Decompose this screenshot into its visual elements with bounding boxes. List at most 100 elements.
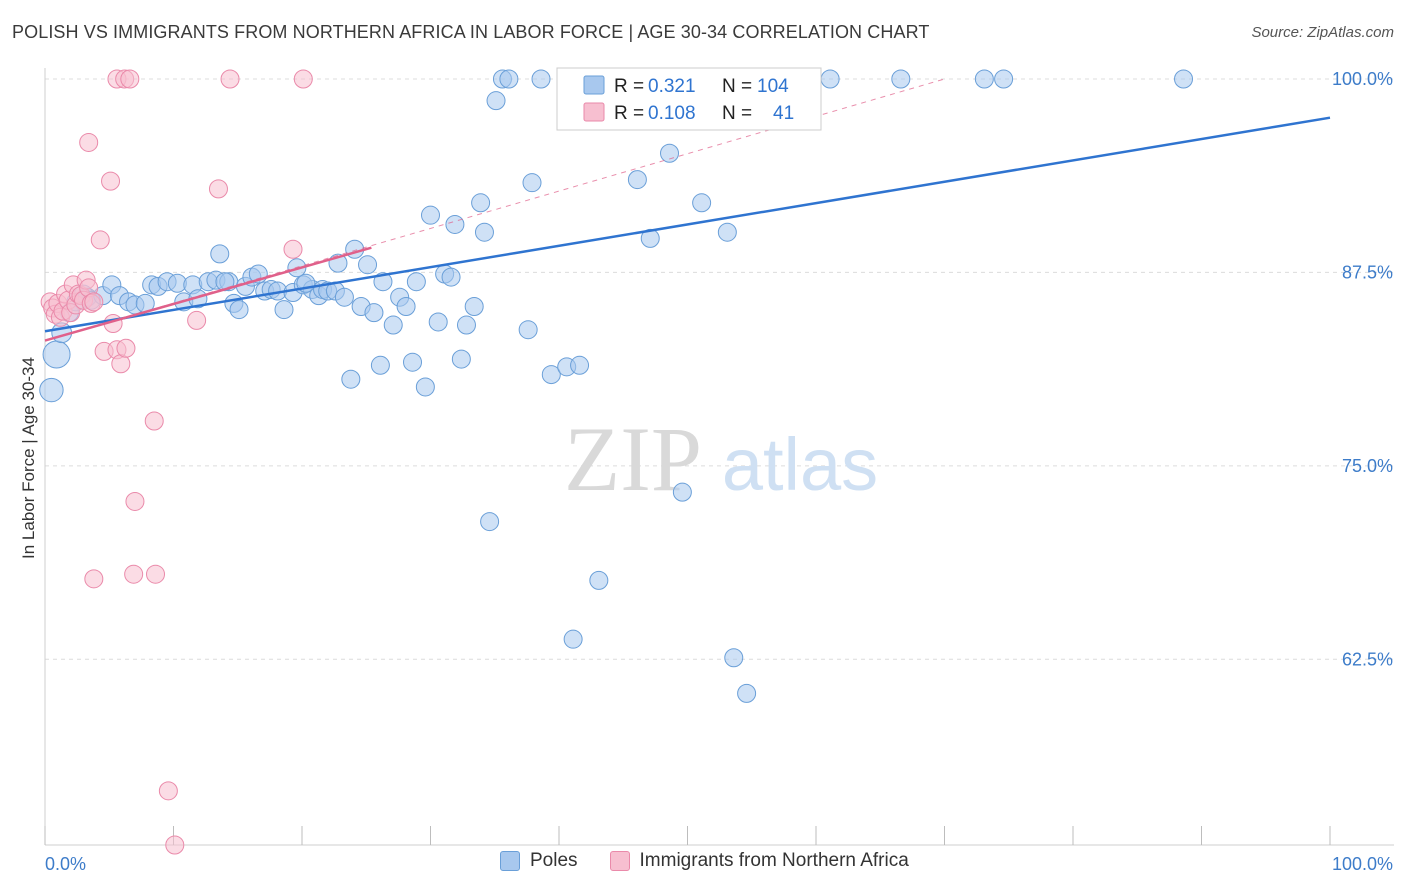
- poles-point-49: [358, 255, 378, 275]
- x-tick-label-1: 100.0%: [1332, 854, 1393, 874]
- poles-point-34: [274, 300, 294, 320]
- poles-point-100: [1174, 69, 1194, 89]
- poles-point-74: [522, 173, 542, 193]
- poles-point-1: [42, 340, 71, 369]
- poles-point-58: [415, 377, 435, 397]
- poles-point-75: [531, 69, 551, 89]
- legend-label-poles: Poles: [530, 850, 578, 871]
- poles-point-50: [364, 303, 384, 323]
- poles-point-97: [891, 69, 911, 89]
- immigrants-swatch: [609, 851, 630, 871]
- poles-n-value: 104: [757, 76, 789, 97]
- immigrants-point-30: [84, 569, 104, 589]
- poles-point-64: [451, 349, 471, 369]
- poles-point-47: [345, 239, 365, 259]
- poles-point-25: [215, 272, 235, 292]
- x-tick-label-0: 0.0%: [45, 854, 86, 874]
- poles-swatch: [500, 851, 520, 871]
- immigrants-point-31: [124, 564, 144, 584]
- y-tick-label-2: 87.5%: [1342, 262, 1393, 282]
- watermark: ZIP atlas: [564, 408, 878, 510]
- immigrants-point-33: [144, 411, 164, 431]
- poles-point-81: [589, 570, 609, 590]
- chart-title: POLISH VS IMMIGRANTS FROM NORTHERN AFRIC…: [12, 22, 930, 42]
- immigrants-point-34: [158, 781, 178, 801]
- poles-point-45: [334, 287, 354, 307]
- legend-item-immigrants: Immigrants from Northern Africa: [609, 850, 909, 872]
- y-tick-label-3: 100.0%: [1332, 69, 1393, 89]
- immigrants-point-18: [79, 132, 99, 152]
- poles-point-55: [396, 296, 416, 316]
- poles-point-87: [660, 143, 680, 163]
- poles-legend-swatch: [583, 75, 605, 95]
- poles-point-27: [229, 300, 249, 320]
- poles-point-23: [210, 244, 230, 264]
- poles-point-91: [717, 222, 737, 242]
- poles-trend-line: [44, 116, 1331, 333]
- poles-point-90: [692, 193, 712, 213]
- poles-point-79: [563, 629, 583, 649]
- immigrants-r-value: 0.108: [648, 103, 696, 124]
- poles-point-46: [341, 369, 361, 389]
- poles-point-98: [974, 69, 994, 89]
- poles-point-88: [672, 482, 692, 502]
- immigrants-points: [40, 69, 313, 855]
- immigrants-point-40: [283, 239, 303, 259]
- legend-item-poles: Poles: [500, 850, 578, 872]
- poles-n-label: N =: [722, 76, 752, 97]
- immigrants-n-value: 41: [773, 103, 794, 124]
- poles-r-label: R =: [614, 76, 644, 97]
- poles-point-63: [445, 214, 465, 234]
- immigrants-n-label: N =: [722, 103, 752, 124]
- poles-point-78: [570, 355, 590, 375]
- immigrants-point-17: [84, 292, 104, 312]
- poles-point-76: [541, 365, 561, 385]
- poles-point-60: [428, 312, 448, 332]
- axes: [44, 68, 1394, 846]
- immigrants-point-39: [293, 69, 313, 89]
- poles-point-70: [486, 91, 506, 111]
- stats-legend: R = 0.321 N = 104 R = 0.108 N = 41: [556, 67, 822, 131]
- poles-point-53: [383, 315, 403, 335]
- poles-point-66: [464, 296, 484, 316]
- poles-point-93: [737, 683, 757, 703]
- y-tick-label-1: 75.0%: [1342, 456, 1393, 476]
- immigrants-point-38: [220, 69, 240, 89]
- immigrants-point-35: [165, 835, 185, 855]
- poles-point-96: [820, 69, 840, 89]
- poles-point-62: [441, 267, 461, 287]
- immigrants-point-28: [120, 69, 140, 89]
- immigrants-point-29: [125, 491, 145, 511]
- bottom-legend: Poles Immigrants from Northern Africa: [500, 850, 941, 872]
- immigrants-legend-swatch: [583, 102, 605, 122]
- poles-point-51: [370, 355, 390, 375]
- poles-point-68: [474, 222, 494, 242]
- poles-r-value: 0.321: [648, 76, 696, 97]
- poles-points: [39, 69, 1194, 703]
- poles-point-92: [724, 648, 744, 668]
- immigrants-point-19: [90, 230, 110, 250]
- y-axis-label: In Labor Force | Age 30-34: [19, 357, 38, 559]
- legend-label-immigrants: Immigrants from Northern Africa: [639, 850, 909, 871]
- poles-point-69: [480, 512, 500, 532]
- poles-point-65: [456, 315, 476, 335]
- poles-point-67: [471, 193, 491, 213]
- poles-point-73: [518, 320, 538, 340]
- poles-point-99: [994, 69, 1014, 89]
- poles-point-85: [627, 170, 647, 190]
- immigrants-point-37: [208, 179, 228, 199]
- grid-lines: [45, 78, 1394, 660]
- immigrants-trend-line: [44, 246, 372, 342]
- source-label: Source: ZipAtlas.com: [1251, 24, 1394, 41]
- poles-point-57: [406, 272, 426, 292]
- immigrants-point-32: [146, 564, 166, 584]
- poles-point-72: [499, 69, 519, 89]
- immigrants-point-21: [101, 171, 121, 191]
- immigrants-r-label: R =: [614, 103, 644, 124]
- watermark-atlas: atlas: [722, 423, 878, 506]
- y-tick-label-0: 62.5%: [1342, 649, 1393, 669]
- immigrants-point-25: [116, 338, 136, 358]
- poles-point-0: [39, 377, 64, 403]
- poles-point-56: [403, 352, 423, 372]
